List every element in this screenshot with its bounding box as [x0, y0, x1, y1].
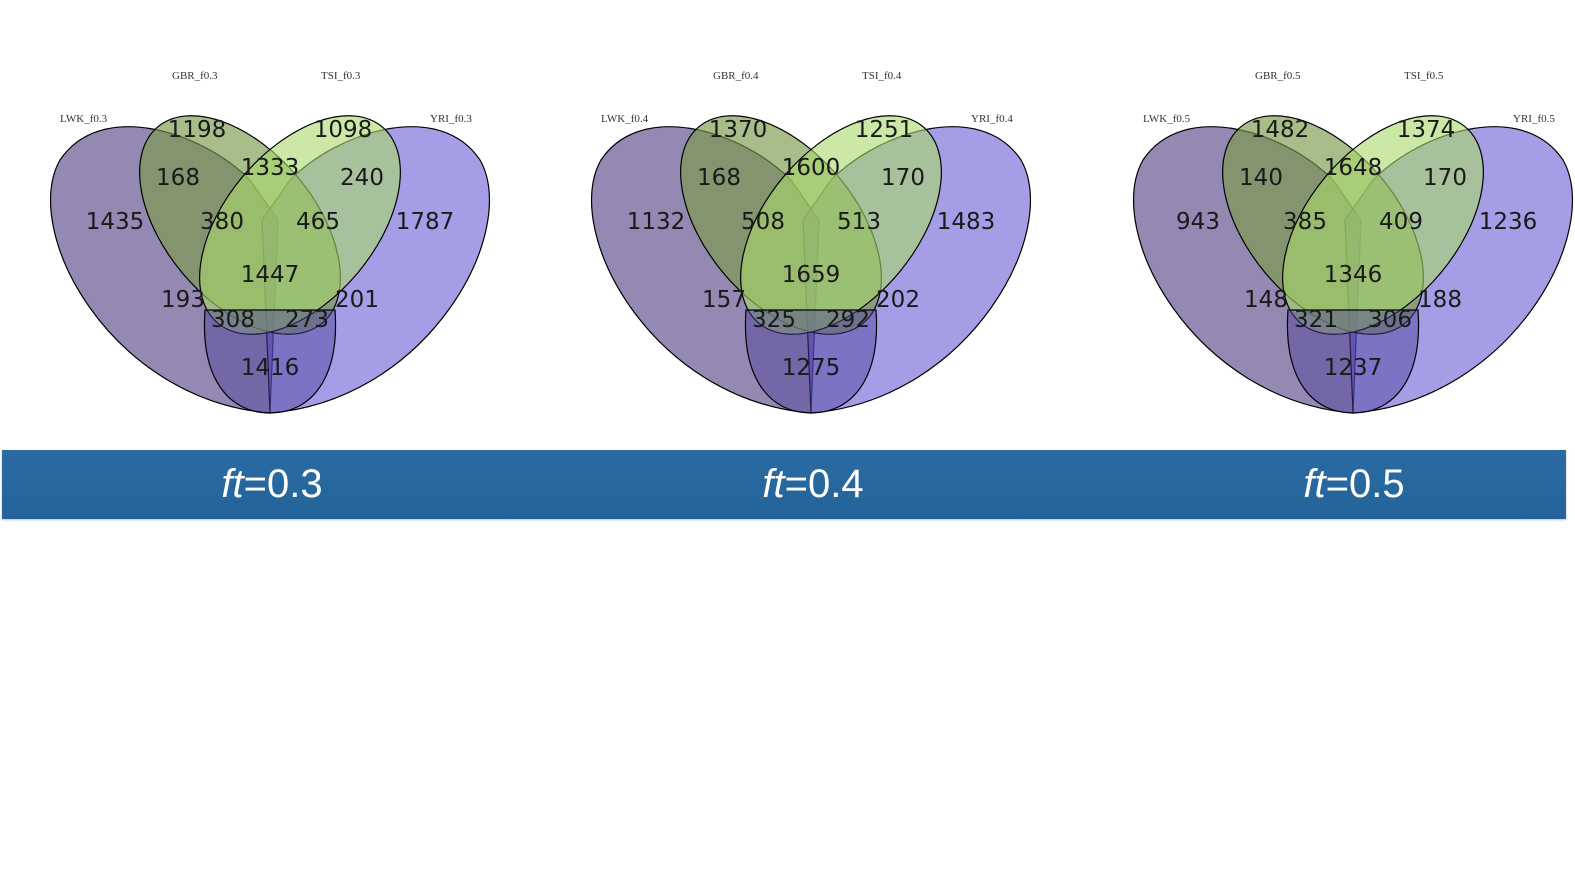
label-yri: YRI_f0.3: [430, 113, 472, 125]
band-label-1: ft=0.4: [663, 450, 963, 519]
venn-diagram-2: GBR_f0.5 TSI_f0.5 LWK_f0.5 YRI_f0.5 1482…: [1133, 60, 1573, 430]
region-gbr-only: 1198: [168, 117, 227, 143]
region-lwk-only: 943: [1176, 209, 1220, 235]
region-lwk-tsi: 193: [161, 287, 205, 313]
region-gbr-yri: 188: [1418, 287, 1462, 313]
region-tsi-yri: 240: [340, 165, 384, 191]
band-value: =0.3: [243, 462, 323, 506]
region-tsi-only: 1374: [1397, 117, 1456, 143]
region-gbr-tsi-yri: 409: [1379, 209, 1423, 235]
band-value: =0.4: [784, 462, 864, 506]
region-lwk-gbr: 140: [1239, 165, 1283, 191]
region-lwk-only: 1435: [86, 209, 145, 235]
band-label-2: ft=0.5: [1204, 450, 1504, 519]
region-gbr-tsi: 1600: [782, 155, 841, 181]
label-gbr: GBR_f0.3: [172, 70, 218, 82]
set-tsi: [199, 115, 401, 335]
label-yri: YRI_f0.5: [1513, 113, 1555, 125]
region-all: 1659: [782, 262, 841, 288]
region-lwk-gbr-tsi: 385: [1283, 209, 1327, 235]
band-prefix: ft: [221, 462, 244, 506]
region-lwk-gbr-yri: 306: [1368, 307, 1412, 333]
region-yri-only: 1236: [1479, 209, 1538, 235]
region-gbr-tsi: 1648: [1324, 155, 1383, 181]
region-gbr-tsi: 1333: [241, 155, 300, 181]
region-lwk-tsi-yri: 325: [752, 307, 796, 333]
region-gbr-only: 1370: [709, 117, 768, 143]
region-yri-only: 1483: [937, 209, 996, 235]
label-lwk: LWK_f0.4: [601, 113, 649, 125]
region-gbr-tsi-yri: 465: [296, 209, 340, 235]
band-value: =0.5: [1325, 462, 1405, 506]
region-lwk-yri: 1416: [241, 355, 300, 381]
band-label-0: ft=0.3: [122, 450, 422, 519]
region-tsi-only: 1251: [855, 117, 914, 143]
set-tsi: [1282, 115, 1484, 335]
region-lwk-gbr-tsi: 508: [741, 209, 785, 235]
region-gbr-yri: 201: [335, 287, 379, 313]
set-tsi: [740, 115, 942, 335]
region-lwk-tsi-yri: 321: [1294, 307, 1338, 333]
region-lwk-gbr-yri: 273: [285, 307, 329, 333]
venn-svg: GBR_f0.3 TSI_f0.3 LWK_f0.3 YRI_f0.3 1198…: [50, 70, 490, 414]
region-gbr-yri: 202: [876, 287, 920, 313]
region-gbr-only: 1482: [1251, 117, 1310, 143]
region-lwk-yri: 1237: [1324, 355, 1383, 381]
label-lwk: LWK_f0.3: [60, 113, 108, 125]
band-prefix: ft: [762, 462, 785, 506]
set-lwk-yri-lobe: [744, 309, 878, 414]
venn-svg: GBR_f0.5 TSI_f0.5 LWK_f0.5 YRI_f0.5 1482…: [1133, 70, 1573, 414]
venn-svg: GBR_f0.4 TSI_f0.4 LWK_f0.4 YRI_f0.4 1370…: [591, 70, 1031, 414]
label-gbr: GBR_f0.5: [1255, 70, 1301, 82]
venn-diagram-row: GBR_f0.3 TSI_f0.3 LWK_f0.3 YRI_f0.3 1198…: [0, 0, 1575, 440]
region-yri-only: 1787: [396, 209, 455, 235]
venn-diagram-1: GBR_f0.4 TSI_f0.4 LWK_f0.4 YRI_f0.4 1370…: [591, 60, 1031, 430]
region-lwk-yri: 1275: [782, 355, 841, 381]
region-gbr-tsi-yri: 513: [837, 209, 881, 235]
region-tsi-yri: 170: [881, 165, 925, 191]
region-lwk-gbr: 168: [156, 165, 200, 191]
label-gbr: GBR_f0.4: [713, 70, 759, 82]
region-lwk-gbr: 168: [697, 165, 741, 191]
label-tsi: TSI_f0.3: [321, 70, 361, 82]
region-lwk-tsi: 157: [702, 287, 746, 313]
label-tsi: TSI_f0.5: [1404, 70, 1444, 82]
region-lwk-tsi-yri: 308: [211, 307, 255, 333]
region-tsi-only: 1098: [314, 117, 373, 143]
label-lwk: LWK_f0.5: [1143, 113, 1191, 125]
label-yri: YRI_f0.4: [971, 113, 1013, 125]
label-tsi: TSI_f0.4: [862, 70, 902, 82]
region-lwk-only: 1132: [627, 209, 686, 235]
region-all: 1447: [241, 262, 300, 288]
region-all: 1346: [1324, 262, 1383, 288]
venn-diagram-0: GBR_f0.3 TSI_f0.3 LWK_f0.3 YRI_f0.3 1198…: [50, 60, 490, 430]
region-lwk-gbr-yri: 292: [826, 307, 870, 333]
region-lwk-gbr-tsi: 380: [200, 209, 244, 235]
threshold-band: ft=0.3 ft=0.4 ft=0.5: [2, 450, 1566, 519]
band-prefix: ft: [1303, 462, 1326, 506]
set-lwk-yri-lobe: [1286, 309, 1420, 414]
region-tsi-yri: 170: [1423, 165, 1467, 191]
region-lwk-tsi: 148: [1244, 287, 1288, 313]
set-lwk-yri-lobe: [203, 309, 337, 414]
